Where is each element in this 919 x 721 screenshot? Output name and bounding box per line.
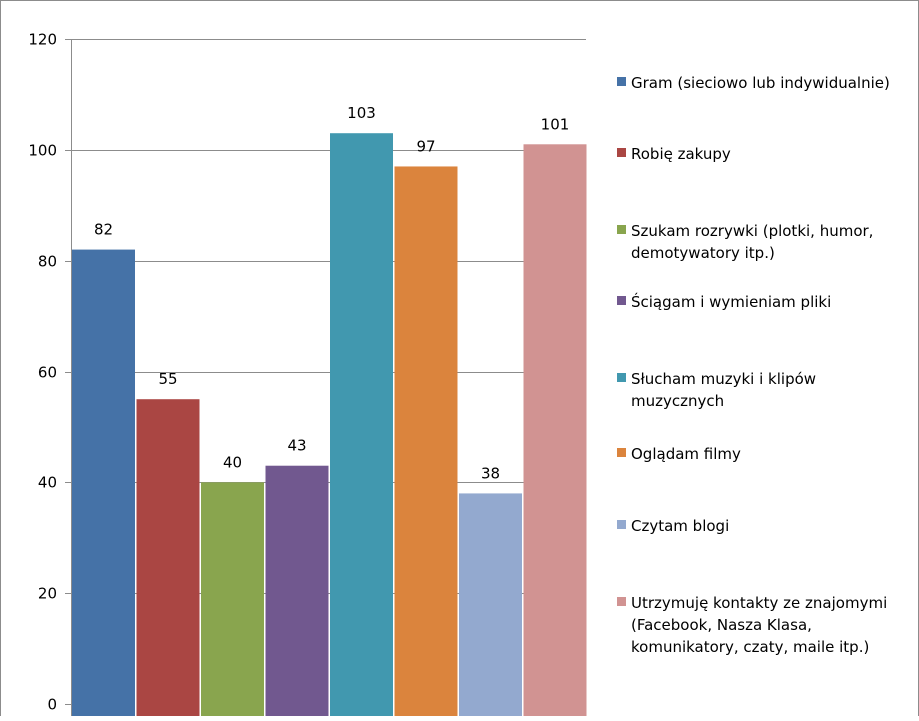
legend-item: Szukam rozrywki (plotki, humor, demotywat… [617,222,873,262]
y-tick-label: 60 [38,364,57,382]
legend-label: Oglądam filmy [631,445,741,463]
bar [523,144,587,716]
data-label: 82 [94,221,113,239]
y-axis: 0 20 40 60 80 100 120 [28,31,72,716]
bar [136,399,200,716]
data-label: 40 [223,453,242,471]
legend-swatch [617,148,626,157]
legend-item: Utrzymuję kontakty ze znajomymi (Facebook… [617,594,887,656]
legend-swatch [617,373,626,382]
legend-swatch [617,296,626,305]
legend: Gram (sieciowo lub indywidualnie) Robię z… [617,74,890,656]
legend-label: Robię zakupy [631,145,731,163]
bar [394,166,458,717]
y-tick-label: 40 [38,474,57,492]
data-label: 101 [541,115,570,133]
data-label: 103 [347,104,376,122]
bar [265,465,329,716]
bar [201,482,264,716]
legend-item: Ściągam i wymieniam pliki [617,292,831,311]
legend-label: Gram (sieciowo lub indywidualnie) [631,74,890,92]
legend-label: Słucham muzyki i klipów [631,370,816,388]
bar [459,493,522,716]
legend-label: komunikatory, czaty, maile itp.) [631,638,869,656]
legend-item: Oglądam filmy [617,445,741,463]
y-tick-label: 20 [38,585,57,603]
legend-item: Gram (sieciowo lub indywidualnie) [617,74,890,92]
data-label: 97 [416,137,435,155]
legend-swatch [617,225,626,234]
legend-label: Czytam blogi [631,517,729,535]
legend-item: Czytam blogi [617,517,729,535]
legend-label: Szukam rozrywki (plotki, humor, [631,222,873,240]
data-label: 55 [158,370,177,388]
legend-label: Ściągam i wymieniam pliki [631,292,831,311]
legend-label: muzycznych [631,392,724,410]
legend-swatch [617,448,626,457]
y-tick-label: 0 [47,696,57,714]
legend-label: demotywatory itp.) [631,244,775,262]
bar [72,249,135,717]
legend-item: Robię zakupy [617,145,731,163]
legend-swatch [617,77,626,86]
bar [330,133,393,717]
y-tick-label: 80 [38,253,57,271]
legend-label: Utrzymuję kontakty ze znajomymi [631,594,887,612]
legend-swatch [617,597,626,606]
legend-swatch [617,520,626,529]
legend-label: (Facebook, Nasza Klasa, [631,616,812,634]
y-tick-label: 100 [28,142,57,160]
data-label: 43 [287,437,306,455]
y-tick-label: 120 [28,31,57,49]
bars [72,133,587,717]
legend-item: Słucham muzyki i klipów muzycznych [617,370,816,410]
data-label: 38 [481,464,500,482]
data-labels: 82 55 40 43 103 97 38 101 [94,104,569,482]
